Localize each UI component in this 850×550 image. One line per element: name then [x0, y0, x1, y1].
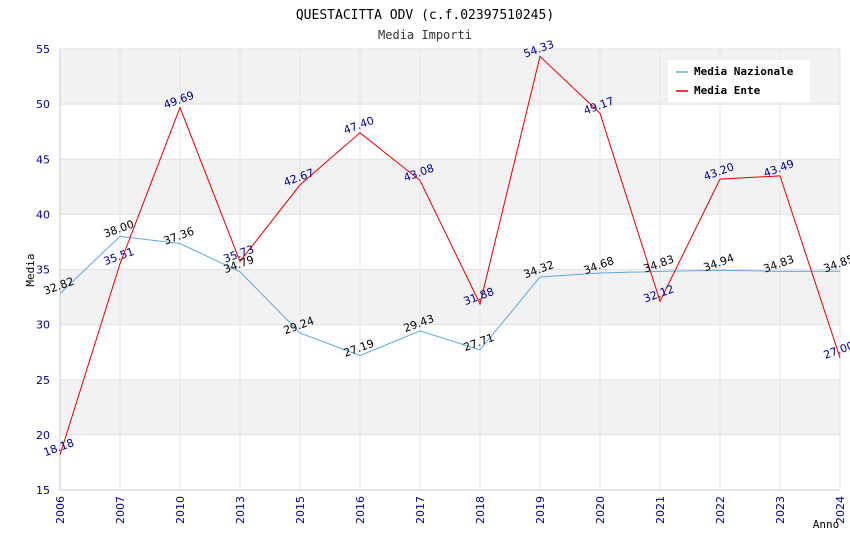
plot-bands	[60, 49, 840, 490]
plot-band	[60, 434, 840, 490]
axes: 15 20 25 30 35 40 45 50 55 2006 2007 2010 2013 2015 20…	[36, 43, 847, 524]
series-line-media-ente	[59, 55, 841, 456]
plot-band	[60, 159, 840, 215]
x-tick-label: 2020	[594, 496, 607, 524]
y-tick-label: 15	[36, 484, 50, 497]
x-tick-label: 2016	[354, 496, 367, 524]
x-tick-label: 2021	[654, 496, 667, 524]
legend: Media Nazionale Media Ente	[668, 60, 810, 102]
plot-band	[60, 324, 840, 380]
legend-label-media-ente: Media Ente	[694, 84, 761, 97]
legend-label-media-nazionale: Media Nazionale	[694, 65, 794, 78]
x-tick-label: 2006	[54, 496, 67, 524]
x-tick-label: 2022	[714, 496, 727, 524]
x-tick-label: 2017	[414, 496, 427, 524]
x-tick-label: 2024	[834, 496, 847, 524]
y-tick-label: 20	[36, 429, 50, 442]
series-lines	[59, 55, 841, 456]
x-tick-label: 2015	[294, 496, 307, 524]
plot-band	[60, 379, 840, 435]
chart-subtitle: Media Importi	[378, 28, 472, 42]
legend-box	[668, 60, 810, 102]
y-tick-label: 55	[36, 43, 50, 56]
x-tick-label: 2013	[234, 496, 247, 524]
y-tick-label: 30	[36, 319, 50, 332]
y-tick-label: 45	[36, 153, 50, 166]
y-tick-label: 35	[36, 264, 50, 277]
x-tick-label: 2010	[174, 496, 187, 524]
x-tick-label: 2019	[534, 496, 547, 524]
series-line-media-nazionale	[59, 235, 841, 357]
x-axis-label: Anno	[813, 518, 840, 531]
x-tick-label: 2007	[114, 496, 127, 524]
x-tick-label: 2023	[774, 496, 787, 524]
y-tick-label: 50	[36, 98, 50, 111]
y-tick-label: 25	[36, 374, 50, 387]
grid-lines	[59, 48, 841, 491]
plot-band	[60, 104, 840, 160]
plot-band	[60, 269, 840, 325]
y-tick-label: 40	[36, 208, 50, 221]
chart-title: QUESTACITTA ODV (c.f.02397510245)	[296, 8, 554, 23]
x-tick-label: 2018	[474, 496, 487, 524]
y-axis-label: Media	[24, 253, 37, 286]
